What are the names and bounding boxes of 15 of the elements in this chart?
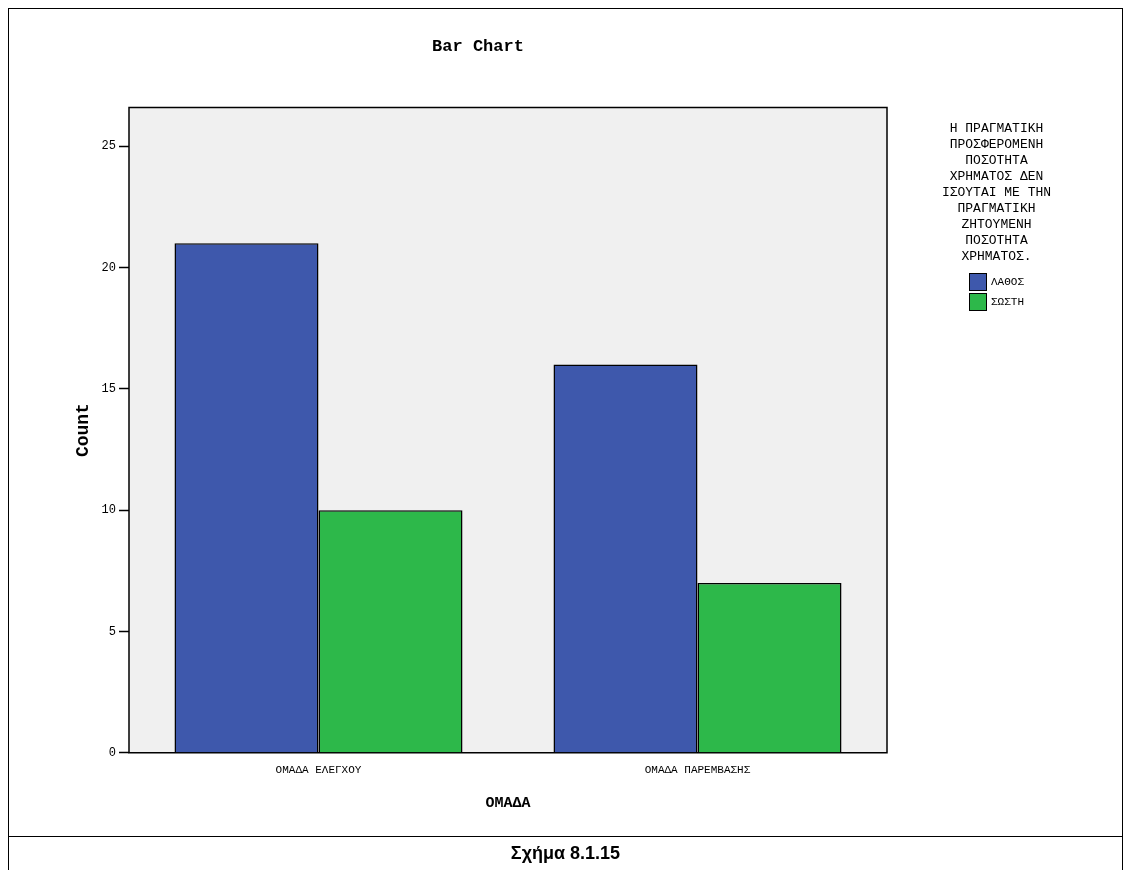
text: Η ΠΡΑΓΜΑΤΙΚΗ ΠΡΟΣΦΕΡΟΜΕΝΗ ΠΟΣΟΤΗΤΑ ΧΡΗΜΑΤΟΣ ΔΕΝ ΙΣΟΥΤΑΙ ΜΕ ΤΗΝ ΠΡΑΓΜΑΤΙΚΗ ΖΗΤΟΥΜΕΝΗ ΠΟΣΟΤΗΤΑ ΧΡΗΜΑΤΟΣ. (941, 121, 1052, 264)
y-tick-label: 5 (108, 624, 116, 639)
y-tick-label: 20 (101, 260, 116, 275)
x-tick-label: ΟΜΑΔΑ ΠΑΡΕΜΒΑΣΗΣ (644, 764, 751, 777)
legend-label: ΛΑΘΟΣ (990, 276, 1024, 288)
y-axis-title: Count (73, 403, 94, 458)
y-tick-label: 10 (101, 503, 116, 518)
y-tick-label: 15 (101, 382, 116, 397)
chart-title: Bar Chart (432, 37, 524, 57)
y-tick-label: 0 (108, 745, 116, 760)
y-tick-label: 25 (101, 139, 116, 154)
text: Σχήμα 8.1.15 (8, 837, 1123, 870)
legend-label: ΣΩΣΤΗ (990, 296, 1024, 308)
x-tick-label: ΟΜΑΔΑ ΕΛΕΓΧΟΥ (275, 764, 362, 777)
x-axis-title: ΟΜΑΔΑ (485, 794, 531, 812)
